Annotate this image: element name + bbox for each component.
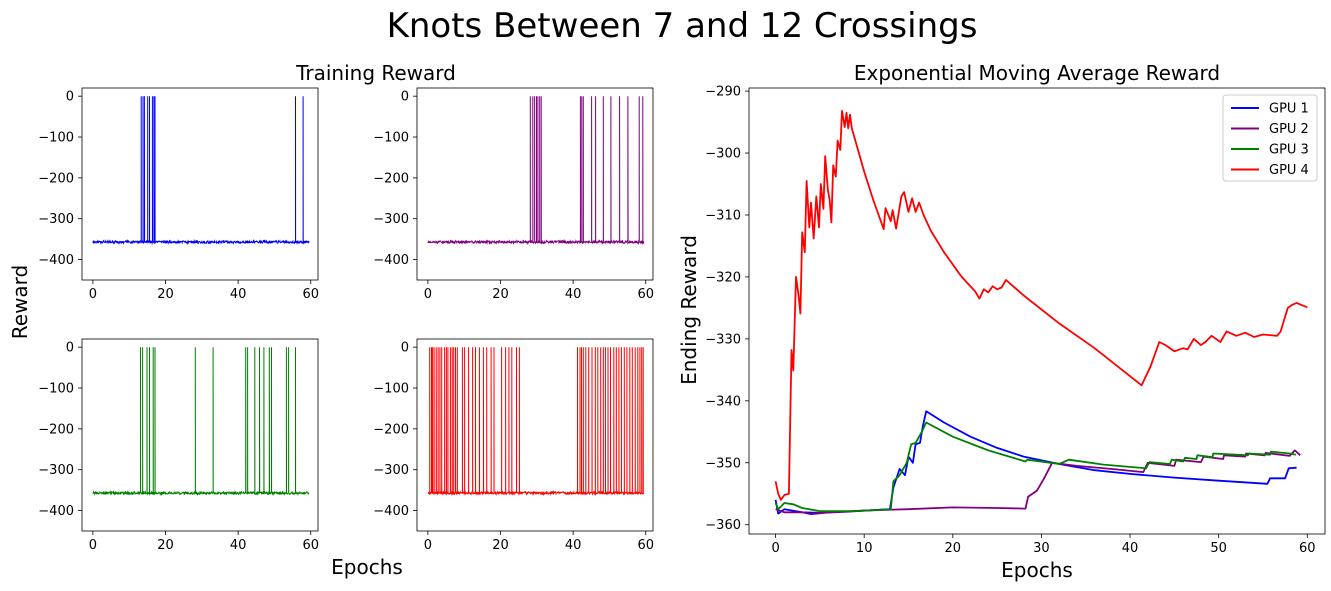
y-tick-label: 0	[66, 341, 74, 356]
y-tick-label: −330	[705, 332, 741, 347]
training-plot-gpu4: 0 20 40 60 0 −100 −200 −300 −400	[373, 338, 654, 553]
y-tick-label: −100	[38, 382, 74, 397]
x-tick-label: 20	[492, 538, 509, 553]
training-plot-gpu1: 0 20 40 60 0 −100 −200 −300 −400	[38, 87, 319, 302]
x-tick-label: 30	[1033, 541, 1050, 556]
x-tick-label: 60	[637, 538, 654, 553]
training-reward-line	[427, 347, 645, 497]
legend-label-gpu2: GPU 2	[1269, 122, 1309, 137]
y-tick-label: −200	[373, 171, 409, 186]
x-tick-label: 60	[637, 287, 654, 302]
x-tick-label: 40	[565, 538, 582, 553]
axes-frame	[416, 87, 654, 281]
x-tick-label: 20	[945, 541, 962, 556]
legend-label-gpu3: GPU 3	[1269, 143, 1309, 158]
x-tick-label: 40	[230, 287, 247, 302]
ema-line-gpu1	[774, 410, 1297, 515]
axes-frame	[81, 338, 319, 532]
y-tick-label: −340	[705, 394, 741, 409]
figure-title: Knots Between 7 and 12 Crossings	[387, 6, 978, 46]
axes-frame	[81, 87, 319, 281]
y-tick-label: −300	[38, 212, 74, 227]
ema-title: Exponential Moving Average Reward	[854, 61, 1220, 85]
y-tick-label: −360	[705, 518, 741, 533]
x-tick-label: 0	[89, 287, 97, 302]
epochs-xlabel: Epochs	[331, 555, 403, 579]
y-tick-label: −300	[373, 463, 409, 478]
x-tick-label: 20	[157, 538, 174, 553]
y-tick-label: −400	[38, 504, 74, 519]
x-tick-label: 40	[1122, 541, 1139, 556]
y-tick-label: −100	[38, 131, 74, 146]
x-tick-label: 50	[1210, 541, 1227, 556]
training-reward-title: Training Reward	[295, 61, 456, 85]
x-tick-label: 20	[492, 287, 509, 302]
y-tick-label: 0	[401, 341, 409, 356]
y-tick-label: −320	[705, 270, 741, 285]
x-tick-label: 40	[230, 538, 247, 553]
y-tick-label: −100	[373, 382, 409, 397]
legend-label-gpu1: GPU 1	[1269, 102, 1309, 117]
axes-frame	[416, 338, 654, 532]
y-tick-label: −300	[38, 463, 74, 478]
y-tick-label: −350	[705, 456, 741, 471]
x-tick-label: 40	[565, 287, 582, 302]
y-tick-label: −310	[705, 208, 741, 223]
ema-line-gpu3	[774, 421, 1296, 512]
training-reward-line	[427, 96, 645, 246]
legend-label-gpu4: GPU 4	[1269, 163, 1309, 178]
legend: GPU 1 GPU 2 GPU 3 GPU 4	[1222, 94, 1318, 182]
training-reward-line	[92, 347, 310, 497]
x-tick-label: 10	[856, 541, 873, 556]
y-tick-label: −200	[373, 422, 409, 437]
x-tick-label: 0	[771, 541, 779, 556]
y-tick-label: 0	[401, 90, 409, 105]
x-tick-label: 0	[424, 538, 432, 553]
ema-line-gpu4	[774, 110, 1308, 501]
x-tick-label: 60	[302, 538, 319, 553]
y-tick-label: −300	[705, 147, 741, 162]
y-tick-label: −290	[705, 85, 741, 100]
y-tick-label: −100	[373, 131, 409, 146]
x-tick-label: 60	[1299, 541, 1316, 556]
ema-ylabel: Ending Reward	[677, 235, 701, 385]
training-plot-gpu2: 0 20 40 60 0 −100 −200 −300 −400	[373, 87, 654, 302]
x-tick-label: 60	[302, 287, 319, 302]
y-tick-label: −200	[38, 171, 74, 186]
x-tick-label: 20	[157, 287, 174, 302]
training-plot-gpu3: 0 20 40 60 0 −100 −200 −300 −400	[38, 338, 319, 553]
y-tick-label: −200	[38, 422, 74, 437]
reward-ylabel: Reward	[8, 265, 32, 339]
training-reward-line	[92, 96, 310, 246]
y-tick-label: −400	[373, 504, 409, 519]
ema-xlabel: Epochs	[1001, 558, 1073, 582]
x-tick-label: 0	[424, 287, 432, 302]
y-tick-label: −400	[373, 253, 409, 268]
x-tick-label: 0	[89, 538, 97, 553]
y-tick-label: −400	[38, 253, 74, 268]
axes-frame	[748, 87, 1326, 535]
y-tick-label: −300	[373, 212, 409, 227]
legend-box	[1222, 94, 1318, 182]
y-tick-label: 0	[66, 90, 74, 105]
ema-plot: 0 10 20 30 40 50 60 −290 −300 −310 −320 −330 −340 −35…	[705, 85, 1326, 556]
